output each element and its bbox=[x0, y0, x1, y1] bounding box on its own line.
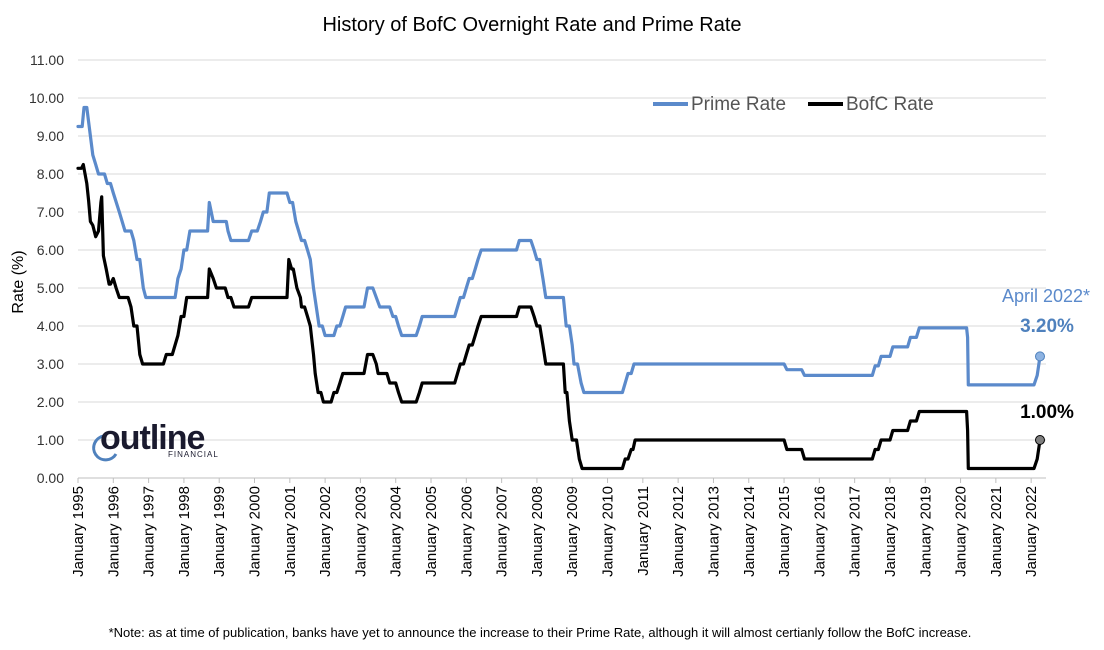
x-tick-label: January 2009 bbox=[564, 486, 581, 577]
x-tick-label: January 2015 bbox=[776, 486, 793, 577]
x-tick-label: January 2022 bbox=[1023, 486, 1040, 577]
logo-swoosh-icon bbox=[92, 434, 118, 462]
annotation-prime-date: April 2022* bbox=[1002, 286, 1090, 306]
logo-subtitle: FINANCIAL bbox=[168, 450, 219, 459]
x-tick-label: January 2006 bbox=[458, 486, 475, 577]
x-tick-label: January 2011 bbox=[635, 486, 652, 576]
x-axis-ticks: January 1995 January 1996 January 1997 Janu… bbox=[70, 486, 1040, 577]
y-tick-label: 0.00 bbox=[37, 470, 64, 486]
annotation-prime-value: 3.20% bbox=[1020, 316, 1074, 337]
y-tick-label: 6.00 bbox=[37, 242, 64, 258]
x-tick-label: January 2019 bbox=[917, 486, 934, 577]
grid-lines bbox=[78, 59, 1046, 479]
x-tick-label: January 2012 bbox=[670, 486, 687, 577]
legend-label-bofc: BofC Rate bbox=[846, 94, 934, 115]
x-tick-label: January 1998 bbox=[176, 486, 193, 577]
x-tick-label: January 2010 bbox=[600, 486, 617, 577]
x-tick-label: January 1996 bbox=[105, 486, 122, 577]
y-tick-label: 9.00 bbox=[37, 128, 64, 144]
y-tick-label: 3.00 bbox=[37, 356, 64, 372]
series-line-bofc-rate bbox=[76, 162, 1042, 471]
x-tick-label: January 1997 bbox=[141, 486, 158, 577]
series-lines bbox=[76, 105, 1042, 471]
logo-wordmark: outline bbox=[100, 419, 205, 457]
annotation-bofc-value: 1.00% bbox=[1020, 402, 1074, 423]
y-axis-ticks: 0.00 1.00 2.00 3.00 4.00 5.00 6.00 7.00 8.00 9.00… bbox=[29, 52, 64, 486]
endpoint-markers bbox=[1034, 351, 1045, 445]
x-tick-label: January 2016 bbox=[811, 486, 828, 577]
y-tick-label: 2.00 bbox=[37, 394, 64, 410]
x-tick-label: January 1995 bbox=[70, 486, 87, 577]
y-tick-label: 4.00 bbox=[37, 318, 64, 334]
legend: Prime Rate BofC Rate bbox=[653, 94, 934, 115]
x-tick-label: January 2021 bbox=[988, 486, 1005, 577]
chart-title: History of BofC Overnight Rate and Prime… bbox=[322, 14, 741, 36]
y-tick-label: 11.00 bbox=[30, 52, 64, 68]
x-tick-label: January 1999 bbox=[211, 486, 228, 577]
x-axis bbox=[77, 477, 1046, 483]
y-tick-label: 7.00 bbox=[37, 204, 64, 220]
x-tick-label: January 2001 bbox=[282, 486, 299, 577]
legend-label-prime: Prime Rate bbox=[691, 94, 786, 115]
company-logo: outline FINANCIAL bbox=[92, 419, 219, 462]
x-tick-label: January 2007 bbox=[494, 486, 511, 577]
y-tick-label: 5.00 bbox=[37, 280, 64, 296]
endpoint-marker-bofc bbox=[1034, 435, 1045, 445]
y-tick-label: 10.00 bbox=[29, 90, 64, 106]
y-tick-label: 8.00 bbox=[37, 166, 64, 182]
x-tick-label: January 2017 bbox=[847, 486, 864, 577]
x-tick-label: January 2004 bbox=[388, 486, 405, 577]
x-tick-label: January 2014 bbox=[741, 486, 758, 577]
x-tick-label: January 2018 bbox=[882, 486, 899, 577]
x-tick-label: January 2008 bbox=[529, 486, 546, 577]
x-tick-label: January 2000 bbox=[247, 486, 264, 577]
x-tick-label: January 2002 bbox=[317, 486, 334, 577]
endpoint-marker-prime bbox=[1034, 351, 1045, 362]
x-tick-label: January 2005 bbox=[423, 486, 440, 577]
footnote: *Note: as at time of publication, banks … bbox=[109, 625, 972, 640]
y-axis-label: Rate (%) bbox=[10, 250, 27, 313]
x-tick-label: January 2020 bbox=[953, 486, 970, 577]
x-tick-label: January 2003 bbox=[352, 486, 369, 577]
series-line-prime-rate bbox=[76, 105, 1042, 395]
y-tick-label: 1.00 bbox=[37, 432, 64, 448]
x-tick-label: January 2013 bbox=[705, 486, 722, 577]
